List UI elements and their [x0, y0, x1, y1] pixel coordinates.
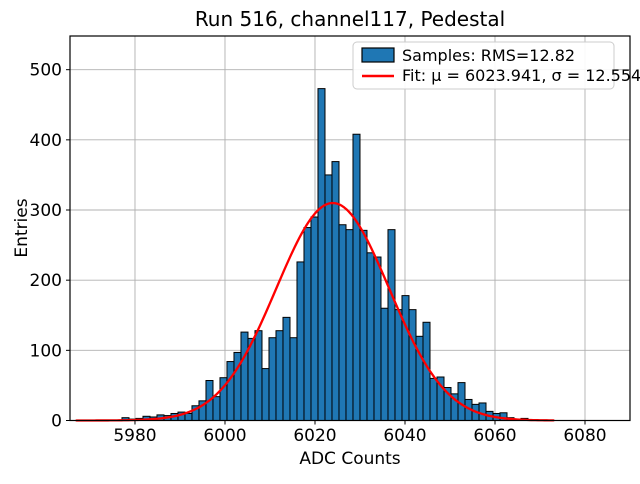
fit-curve-group	[75, 201, 555, 422]
histogram-bar	[212, 396, 221, 422]
histogram-bar	[359, 229, 368, 421]
histogram-bars	[121, 88, 529, 422]
y-axis-label: Entries	[12, 198, 32, 257]
histogram-bar	[247, 337, 256, 421]
y-tick-label: 100	[30, 341, 62, 361]
histogram-bar	[184, 412, 193, 422]
histogram-bar	[226, 361, 235, 421]
histogram-bar	[352, 133, 361, 421]
histogram-bar	[345, 229, 354, 421]
axis-tick-labels: 5980 6000 6020 6040 6060 6080 0 100 200 300 400 500	[30, 61, 607, 446]
histogram-bar	[366, 252, 375, 421]
histogram-bar	[254, 330, 263, 421]
histogram-bar	[387, 229, 396, 421]
axes-spines	[69, 35, 631, 422]
legend-samples-label: Samples: RMS=12.82	[402, 46, 575, 65]
x-tick-label: 6060	[473, 426, 516, 446]
histogram-bar	[408, 309, 417, 422]
histogram-bar	[394, 309, 403, 422]
legend-fit-label: Fit: μ = 6023.941, σ = 12.554	[402, 66, 640, 85]
histogram-bar	[282, 316, 291, 421]
x-tick-label: 6000	[203, 426, 246, 446]
x-tick-label: 6020	[293, 426, 336, 446]
y-tick-label: 400	[30, 131, 62, 151]
fit-curve	[75, 201, 555, 422]
histogram-bar	[478, 402, 487, 421]
y-tick-label: 300	[30, 201, 62, 221]
histogram-bar	[296, 261, 305, 421]
histogram-bar	[401, 295, 410, 421]
x-axis-label: ADC Counts	[299, 449, 400, 469]
y-tick-label: 0	[51, 412, 62, 432]
histogram-bar	[324, 174, 333, 421]
histogram-bar	[261, 368, 270, 421]
histogram-bar	[240, 331, 249, 421]
histogram-bar	[303, 227, 312, 421]
histogram-bar	[380, 307, 389, 421]
x-tick-label: 5980	[113, 426, 156, 446]
legend-box	[352, 41, 615, 90]
histogram-bar	[429, 377, 438, 421]
y-tick-label: 500	[30, 61, 62, 81]
histogram-bar	[268, 337, 277, 421]
histogram-bar	[317, 88, 326, 422]
chart-title: Run 516, channel117, Pedestal	[195, 7, 505, 31]
x-tick-label: 6040	[383, 426, 426, 446]
histogram-bar	[289, 337, 298, 421]
histogram-bar	[373, 256, 382, 421]
legend: Samples: RMS=12.82 Fit: μ = 6023.941, σ …	[352, 41, 640, 90]
histogram-bar	[275, 330, 284, 421]
x-tick-label: 6080	[563, 426, 606, 446]
y-tick-label: 200	[30, 271, 62, 291]
histogram-bar	[338, 224, 347, 421]
axis-ticks	[66, 69, 586, 425]
histogram-bar	[331, 161, 340, 421]
legend-samples-swatch	[361, 47, 395, 63]
histogram-bar	[310, 216, 319, 421]
